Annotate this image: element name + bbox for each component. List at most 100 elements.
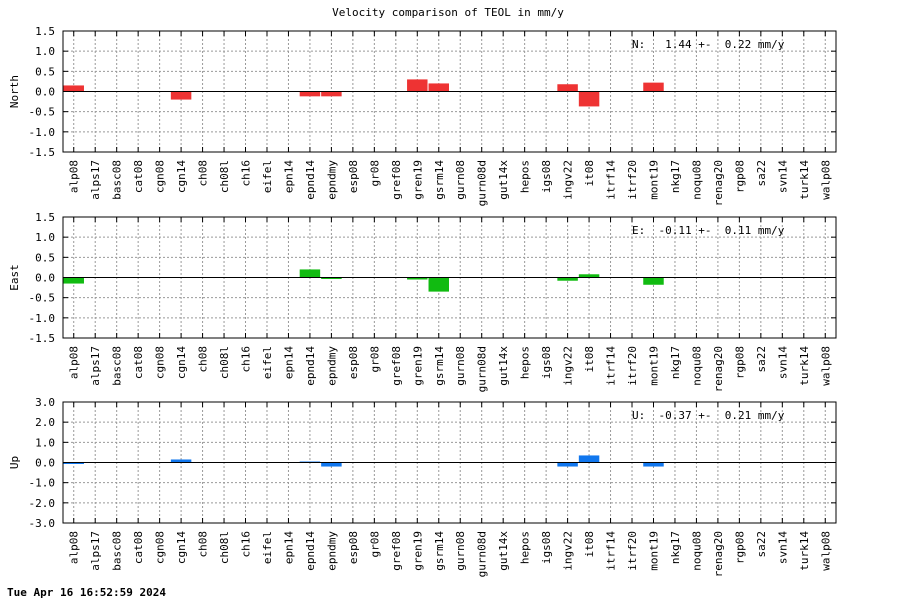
x-tick-label: cat08 xyxy=(132,531,145,564)
x-tick-label: walp08 xyxy=(819,160,832,200)
x-tick-label: ch08 xyxy=(197,531,210,558)
x-tick-label: gren19 xyxy=(411,346,424,386)
x-tick-label: gref08 xyxy=(390,531,403,571)
x-tick-label: itrf14 xyxy=(605,160,618,200)
x-tick-label: basc08 xyxy=(111,531,124,571)
bar xyxy=(63,85,84,92)
x-tick-label: basc08 xyxy=(111,160,124,200)
x-tick-label: igs08 xyxy=(540,160,553,193)
x-tick-label: alps17 xyxy=(89,346,102,386)
x-tick-label: nkg17 xyxy=(669,346,682,379)
bar xyxy=(63,277,84,284)
x-tick-label: it08 xyxy=(583,531,596,558)
y-tick-label: -2.0 xyxy=(29,497,56,510)
x-tick-label: turk14 xyxy=(798,346,811,386)
y-tick-label: 0.5 xyxy=(35,65,55,78)
x-tick-label: walp08 xyxy=(819,531,832,571)
y-tick-label: 2.0 xyxy=(35,416,55,429)
x-tick-label: ch08l xyxy=(218,531,231,564)
x-tick-label: gr08 xyxy=(368,531,381,558)
bar xyxy=(557,277,578,281)
bar xyxy=(299,269,321,278)
x-tick-label: epn14 xyxy=(282,346,295,379)
bar xyxy=(578,274,600,278)
x-tick-label: epnd14 xyxy=(304,531,317,571)
panel-east: 1.5 1.0 0.5 0.0 -0.5 -1.0 -1.5 alp08 alps17 basc0… xyxy=(8,211,837,392)
x-tick-label: gurn08d xyxy=(476,346,489,392)
x-tick-label: renag20 xyxy=(712,346,725,392)
panel-up: 3.0 2.0 1.0 0.0 -1.0 -2.0 -3.0 alp08 alps17 basc0… xyxy=(8,396,837,577)
plot-frame xyxy=(62,30,837,153)
x-tick-label: svn14 xyxy=(776,531,789,564)
x-tick-label: gut14x xyxy=(497,346,510,386)
x-tick-label: svn14 xyxy=(776,160,789,193)
bar xyxy=(170,91,192,100)
x-tick-label: renag20 xyxy=(712,531,725,577)
x-tick-label: igs08 xyxy=(540,531,553,564)
stats-annotation: E: -0.11 +- 0.11 mm/y xyxy=(632,224,785,237)
bar xyxy=(557,462,578,467)
bar xyxy=(63,462,84,464)
x-tick-label: gref08 xyxy=(390,346,403,386)
x-tick-label: gurn08 xyxy=(454,346,467,386)
x-tick-label: gref08 xyxy=(390,160,403,200)
x-tick-label: cat08 xyxy=(132,160,145,193)
x-tick-label: alp08 xyxy=(68,160,81,193)
x-tick-label: noqu08 xyxy=(690,346,703,386)
x-tick-label: cgn14 xyxy=(175,346,188,379)
x-tick-label: itrf14 xyxy=(605,346,618,386)
x-tick-label: itrf20 xyxy=(626,346,639,386)
y-tick-label: 1.0 xyxy=(35,231,55,244)
x-tick-label: basc08 xyxy=(111,346,124,386)
x-tick-label: walp08 xyxy=(819,346,832,386)
x-tick-label: ch16 xyxy=(240,346,253,373)
bar xyxy=(557,84,578,92)
y-tick-label: -1.5 xyxy=(29,146,56,159)
x-tick-label: epndmy xyxy=(325,531,338,571)
bar xyxy=(428,277,449,292)
stats-annotation: N: 1.44 +- 0.22 mm/y xyxy=(632,38,785,51)
bar xyxy=(321,277,342,279)
x-tick-label: mont19 xyxy=(647,531,660,571)
x-tick-label: it08 xyxy=(583,346,596,373)
x-tick-label: alps17 xyxy=(89,160,102,200)
x-tick-label: eifel xyxy=(261,346,274,379)
x-tick-label: esp08 xyxy=(347,531,360,564)
x-tick-label: ch16 xyxy=(240,160,253,187)
x-tick-label: epn14 xyxy=(282,531,295,564)
y-tick-label: 0.0 xyxy=(35,86,55,99)
x-tick-label: sa22 xyxy=(755,531,768,558)
x-tick-label: nkg17 xyxy=(669,531,682,564)
x-tick-label: igs08 xyxy=(540,346,553,379)
x-tick-label: gurn08 xyxy=(454,531,467,571)
x-tick-label: hepos xyxy=(519,160,532,193)
bar xyxy=(321,462,342,467)
x-tick-label: ch08l xyxy=(218,346,231,379)
x-tick-label: turk14 xyxy=(798,531,811,571)
y-tick-label: -1.0 xyxy=(29,126,56,139)
x-tick-label: sa22 xyxy=(755,346,768,373)
x-tick-label: rgp08 xyxy=(733,531,746,564)
bar xyxy=(299,91,321,97)
plot-frame xyxy=(62,216,837,339)
x-tick-label: turk14 xyxy=(798,160,811,200)
x-tick-label: eifel xyxy=(261,531,274,564)
y-tick-label: 1.5 xyxy=(35,25,55,38)
x-tick-label: it08 xyxy=(583,160,596,187)
y-tick-label: -0.5 xyxy=(29,292,56,305)
x-tick-label: ingv22 xyxy=(562,531,575,571)
x-tick-label: epndmy xyxy=(325,160,338,200)
x-tick-label: ch08 xyxy=(197,346,210,373)
y-tick-label: 1.0 xyxy=(35,436,55,449)
x-tick-label: cgn14 xyxy=(175,160,188,193)
bar xyxy=(643,82,664,92)
x-tick-label: epndmy xyxy=(325,346,338,386)
x-tick-label: cgn08 xyxy=(154,160,167,193)
x-tick-label: rgp08 xyxy=(733,346,746,379)
x-tick-label: ingv22 xyxy=(562,346,575,386)
bar xyxy=(321,91,342,97)
y-axis-label: Up xyxy=(8,456,21,469)
x-tick-label: gut14x xyxy=(497,160,510,200)
x-tick-label: hepos xyxy=(519,531,532,564)
x-tick-label: itrf20 xyxy=(626,531,639,571)
